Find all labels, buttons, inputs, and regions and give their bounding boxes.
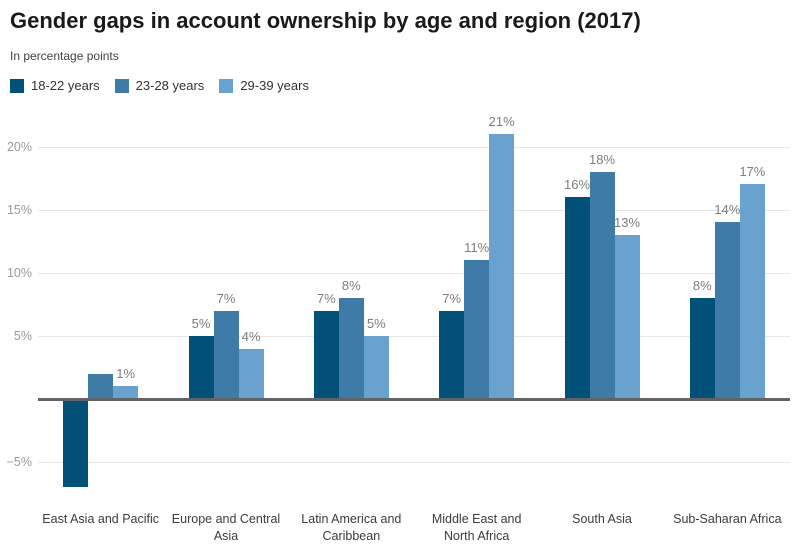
bar-value-label: 7%	[442, 290, 462, 306]
y-axis-tick-label: 5%	[13, 328, 32, 343]
legend-item-23-28-years: 23-28 years	[114, 78, 205, 93]
legend-item-18-22-years: 18-22 years	[10, 78, 100, 93]
bar-value-label: 17%	[739, 164, 766, 180]
zero-axis-line	[38, 398, 790, 402]
chart-title: Gender gaps in account ownership by age …	[10, 8, 641, 33]
bar	[489, 133, 515, 399]
category-label: Latin America and Caribbean	[301, 512, 402, 543]
bar	[439, 310, 465, 399]
category-label: Sub-Saharan Africa	[673, 512, 782, 526]
bar-value-label: 1%	[116, 366, 136, 382]
legend-item-label: 18-22 years	[31, 78, 100, 93]
y-axis-tick-label: 10%	[6, 265, 32, 280]
bar-value-label: 18%	[588, 151, 616, 167]
bar-value-label: 5%	[366, 315, 386, 331]
gridline	[38, 462, 790, 464]
bar	[238, 348, 264, 399]
plot-area: 5% 7% 7% 16% 8% 7% 8% 11% 18% 14% 1% 4% 5% 21% 13% 17%	[38, 113, 790, 500]
legend-swatch-icon	[114, 78, 129, 93]
bar	[88, 373, 114, 399]
legend-item-label: 23-28 years	[135, 78, 205, 93]
bar	[213, 310, 239, 399]
bar-value-label: 8%	[692, 278, 712, 294]
bar	[363, 335, 389, 399]
bar	[338, 298, 364, 399]
chart-region: 5% 7% 7% 16% 8% 7% 8% 11% 18% 14% 1% 4% 5% 21% 13% 17% …	[0, 113, 800, 556]
bar	[589, 171, 615, 399]
bar	[714, 222, 740, 399]
bar-value-label: 16%	[563, 177, 591, 193]
bar-value-label: 21%	[488, 113, 515, 129]
legend-item-29-39-years: 29-39 years	[219, 78, 309, 93]
gridline	[38, 335, 790, 337]
legend-swatch-icon	[219, 78, 234, 93]
bar-value-label: 5%	[191, 315, 211, 331]
category-label: South Asia	[572, 512, 632, 526]
bar	[188, 335, 214, 399]
bar	[113, 386, 139, 399]
bar-value-label: 13%	[613, 214, 641, 230]
bar-value-label: 8%	[341, 278, 361, 294]
category-label: Middle East and North Africa	[431, 512, 522, 543]
gridline	[38, 209, 790, 211]
legend: 18-22 years 23-28 years 29-39 years	[10, 78, 324, 93]
gridline	[38, 272, 790, 274]
bar	[564, 197, 590, 399]
gridline	[38, 146, 790, 148]
legend-swatch-icon	[10, 78, 24, 93]
bar-value-label: 14%	[714, 202, 741, 218]
category-label: Europe and Central Asia	[171, 512, 281, 543]
bar-value-label: 4%	[241, 328, 261, 344]
y-axis-tick-label: 20%	[6, 139, 32, 154]
legend-item-label: 29-39 years	[240, 78, 309, 93]
bar-value-label: 7%	[316, 290, 336, 306]
bar	[689, 298, 715, 399]
y-axis-tick-label: −5%	[6, 455, 32, 470]
y-axis-tick-label: 15%	[6, 202, 32, 217]
chart-subtitle: In percentage points	[10, 49, 119, 63]
bar	[464, 260, 490, 399]
bar-value-label: 7%	[216, 290, 236, 306]
bar	[739, 184, 765, 399]
bar	[313, 310, 339, 399]
bar-value-label: 11%	[464, 240, 490, 256]
bar	[63, 399, 89, 488]
category-label: East Asia and Pacific	[42, 512, 160, 526]
bar	[614, 234, 640, 399]
